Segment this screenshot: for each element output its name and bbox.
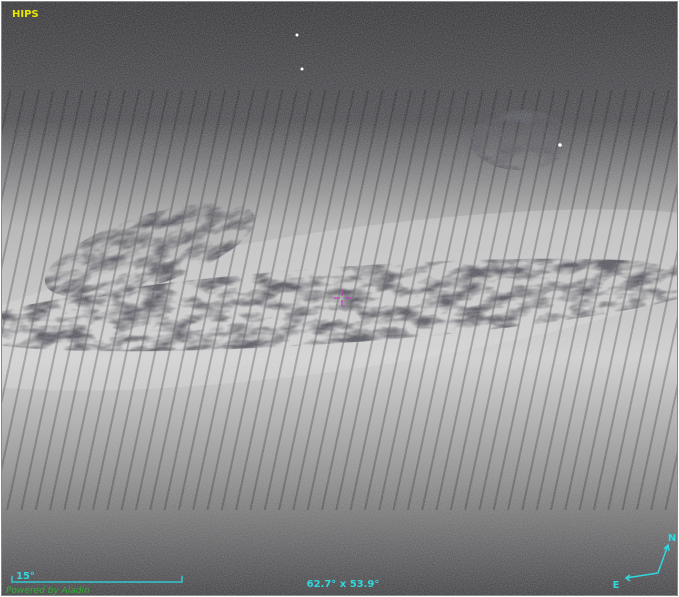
scale-label: 15°: [16, 571, 35, 582]
survey-label: HIPS: [12, 9, 39, 20]
sky-viewer[interactable]: HIPS 15° Powered by Aladin 62.7° x 53.9°…: [0, 0, 679, 597]
compass-east: E: [613, 580, 620, 591]
page: HIPS 15° Powered by Aladin 62.7° x 53.9°…: [0, 0, 679, 597]
fov-label: 62.7° x 53.9°: [307, 579, 380, 590]
compass-north: N: [668, 533, 676, 544]
credit[interactable]: Powered by Aladin: [6, 586, 90, 596]
